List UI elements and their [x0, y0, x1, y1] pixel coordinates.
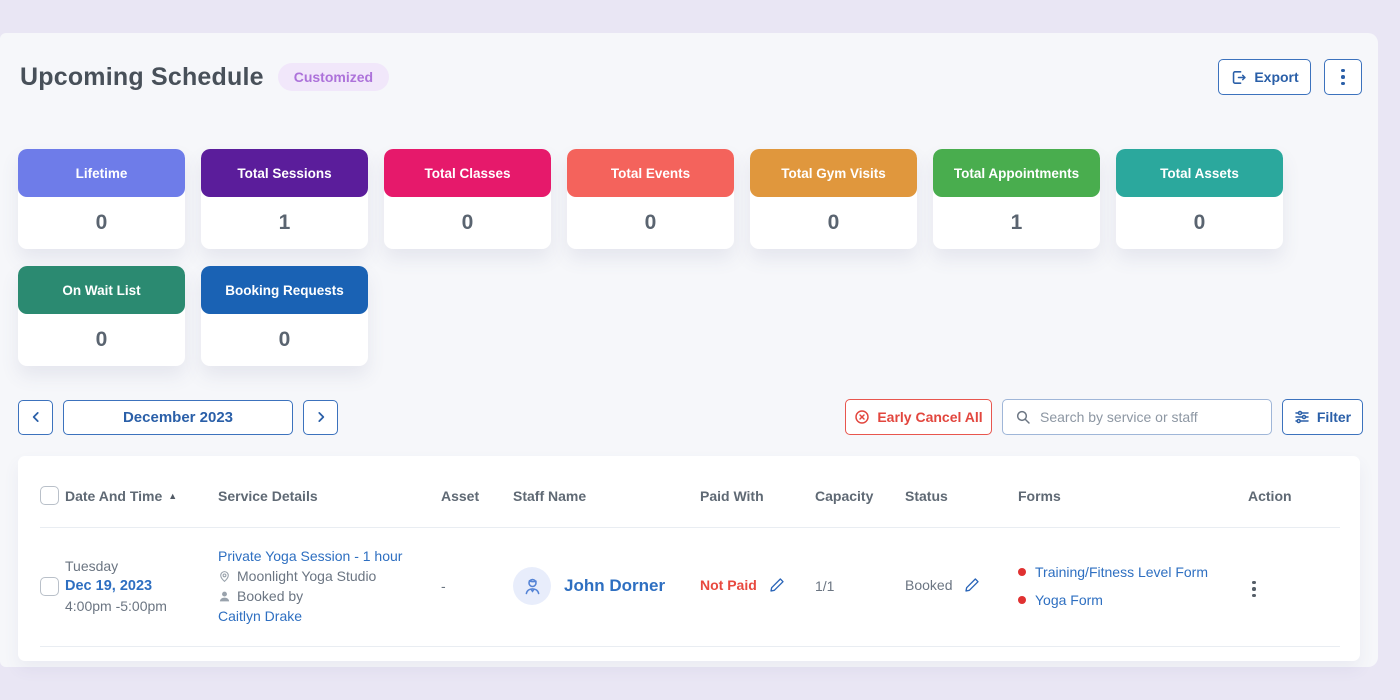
search-input[interactable]	[1040, 409, 1259, 425]
early-cancel-all-button[interactable]: Early Cancel All	[845, 399, 992, 435]
early-cancel-label: Early Cancel All	[877, 409, 983, 425]
export-label: Export	[1254, 69, 1299, 85]
sort-asc-icon[interactable]: ▲	[168, 490, 178, 501]
stat-label: On Wait List	[18, 266, 185, 314]
person-icon	[218, 590, 231, 603]
column-header-service: Service Details	[218, 487, 318, 504]
main-panel: Upcoming Schedule Customized Export Li	[0, 33, 1378, 667]
stat-card-total-appointments: Total Appointments 1	[933, 149, 1100, 249]
export-button[interactable]: Export	[1218, 59, 1311, 95]
column-header-capacity: Capacity	[815, 487, 874, 504]
location-pin-icon	[218, 570, 231, 583]
stat-label: Total Gym Visits	[750, 149, 917, 197]
stat-label: Total Events	[567, 149, 734, 197]
next-month-button[interactable]	[303, 399, 338, 435]
prev-month-button[interactable]	[18, 399, 53, 435]
stat-card-on-wait-list: On Wait List 0	[18, 266, 185, 366]
page-header: Upcoming Schedule Customized Export	[0, 33, 1378, 95]
filter-sliders-icon	[1294, 409, 1310, 425]
stat-card-total-classes: Total Classes 0	[384, 149, 551, 249]
paid-status: Not Paid	[700, 577, 757, 593]
column-header-action: Action	[1248, 487, 1292, 504]
booking-status: Booked	[905, 577, 953, 593]
select-all-checkbox[interactable]	[40, 486, 59, 505]
stat-label: Booking Requests	[201, 266, 368, 314]
staff-name-link[interactable]: John Dorner	[564, 576, 666, 595]
booked-by-link[interactable]: Caitlyn Drake	[218, 608, 303, 624]
column-header-asset: Asset	[441, 487, 480, 504]
service-link[interactable]: Private Yoga Session - 1 hour	[218, 548, 403, 564]
edit-paid-icon[interactable]	[769, 577, 785, 593]
column-header-staff: Staff Name	[513, 487, 587, 504]
stat-card-total-gym-visits: Total Gym Visits 0	[750, 149, 917, 249]
kebab-icon	[1341, 68, 1345, 86]
customized-badge: Customized	[277, 63, 390, 91]
row-checkbox[interactable]	[40, 576, 59, 596]
stat-label: Lifetime	[18, 149, 185, 197]
chevron-left-icon	[29, 410, 43, 424]
form-link-training[interactable]: Training/Fitness Level Form	[1035, 564, 1208, 580]
table-header-row: Date And Time ▲ Service Details Asset St…	[18, 486, 1360, 527]
stat-label: Total Assets	[1116, 149, 1283, 197]
edit-status-icon[interactable]	[964, 577, 980, 593]
stat-card-total-sessions: Total Sessions 1	[201, 149, 368, 249]
search-box	[1002, 399, 1272, 435]
search-icon	[1015, 409, 1031, 425]
column-header-date[interactable]: Date And Time ▲	[65, 487, 178, 504]
page-title: Upcoming Schedule	[20, 62, 264, 91]
stat-value: 0	[1193, 211, 1206, 234]
row-day: Tuesday	[65, 558, 119, 574]
staff-avatar	[513, 567, 551, 605]
toolbar: December 2023 Early Cancel All	[18, 399, 1363, 435]
location-name: Moonlight Yoga Studio	[237, 568, 377, 584]
stat-value: 0	[95, 328, 108, 351]
stat-label: Total Appointments	[933, 149, 1100, 197]
form-status-dot	[1018, 568, 1026, 576]
chevron-right-icon	[314, 410, 328, 424]
stat-label: Total Sessions	[201, 149, 368, 197]
schedule-table: Date And Time ▲ Service Details Asset St…	[18, 456, 1360, 661]
row-actions-button[interactable]	[1248, 577, 1260, 602]
export-icon	[1230, 69, 1247, 86]
cancel-circle-icon	[854, 409, 870, 425]
stat-label: Total Classes	[384, 149, 551, 197]
stat-card-total-assets: Total Assets 0	[1116, 149, 1283, 249]
date-navigation: December 2023	[18, 399, 338, 435]
row-time: 4:00pm -5:00pm	[65, 598, 167, 614]
form-link-yoga[interactable]: Yoga Form	[1035, 592, 1103, 608]
filter-label: Filter	[1316, 409, 1352, 425]
current-month-button[interactable]: December 2023	[63, 399, 293, 435]
booked-by-label: Booked by	[237, 588, 304, 604]
stat-value: 0	[461, 211, 474, 234]
row-date-link[interactable]: Dec 19, 2023	[65, 578, 153, 594]
form-status-dot	[1018, 596, 1026, 604]
stat-card-booking-requests: Booking Requests 0	[201, 266, 368, 366]
column-header-status: Status	[905, 487, 948, 504]
stat-value: 1	[278, 211, 291, 234]
filter-button[interactable]: Filter	[1282, 399, 1363, 435]
column-header-paid: Paid With	[700, 487, 764, 504]
stat-value: 0	[827, 211, 840, 234]
column-header-forms: Forms	[1018, 487, 1061, 504]
stat-value: 0	[644, 211, 657, 234]
stat-value: 0	[95, 211, 108, 234]
stats-section: Lifetime 0 Total Sessions 1 Total Classe…	[18, 149, 1360, 366]
row-capacity: 1/1	[815, 578, 835, 594]
header-more-button[interactable]	[1324, 59, 1362, 95]
header-divider	[40, 527, 1340, 528]
row-divider	[40, 646, 1340, 647]
stat-value: 1	[1010, 211, 1023, 234]
table-row: Tuesday Dec 19, 2023 4:00pm -5:00pm Priv…	[18, 528, 1360, 646]
stat-value: 0	[278, 328, 291, 351]
stat-card-lifetime: Lifetime 0	[18, 149, 185, 249]
row-asset: -	[441, 578, 446, 594]
stat-card-total-events: Total Events 0	[567, 149, 734, 249]
